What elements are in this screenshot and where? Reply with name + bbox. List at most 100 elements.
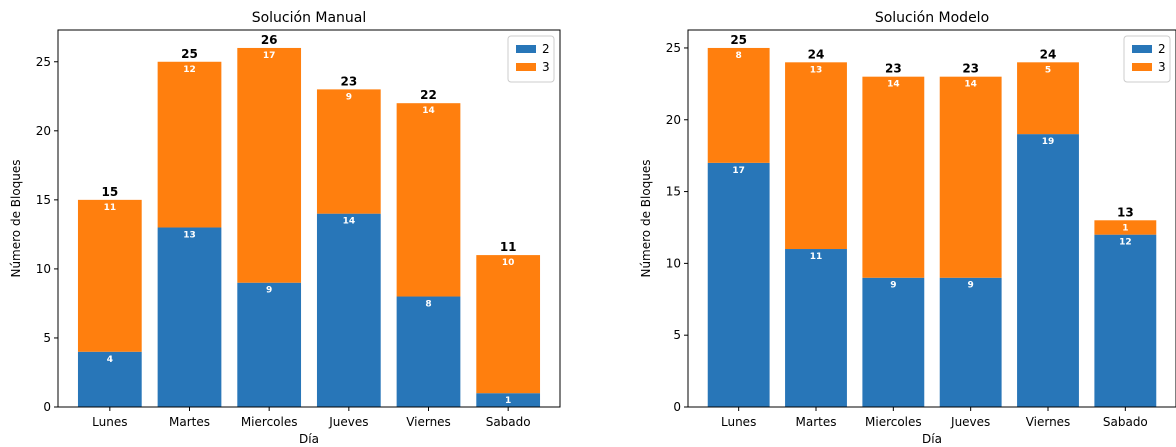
x-tick-label-modelo-jueves: Jueves bbox=[950, 415, 990, 429]
plot-frame-manual bbox=[57, 29, 561, 408]
y-tick-label-manual-0: 0 bbox=[43, 400, 51, 414]
bar-modelo-miercoles-series-3 bbox=[862, 76, 925, 278]
legend-swatch-manual-2 bbox=[516, 45, 536, 53]
legend-swatch-modelo-3 bbox=[1132, 63, 1152, 71]
bar-manual-lunes-series-2 bbox=[77, 351, 142, 407]
segment-label-manual-miercoles-series-2: 9 bbox=[266, 286, 272, 296]
legend-label-manual-3: 3 bbox=[542, 60, 550, 74]
segment-label-manual-sabado-series-2: 1 bbox=[505, 396, 511, 406]
segment-label-modelo-lunes-series-3: 8 bbox=[736, 51, 742, 61]
segment-label-manual-lunes-series-3: 11 bbox=[104, 203, 117, 213]
y-tick-label-modelo-10: 10 bbox=[666, 256, 681, 270]
segment-label-modelo-miercoles-series-3: 14 bbox=[887, 80, 900, 90]
total-label-manual-viernes: 22 bbox=[420, 88, 437, 102]
segment-label-modelo-viernes-series-2: 19 bbox=[1042, 137, 1055, 147]
x-axis-label-manual: Día bbox=[299, 432, 319, 446]
y-axis-label-modelo: Número de Bloques bbox=[639, 159, 653, 277]
chart-manual: 41115Lunes131225Martes91726Miercoles1492… bbox=[9, 10, 561, 446]
bar-manual-lunes-series-3 bbox=[77, 199, 142, 352]
segment-label-modelo-martes-series-3: 13 bbox=[810, 65, 823, 75]
segment-label-modelo-lunes-series-2: 17 bbox=[732, 166, 745, 176]
x-tick-label-manual-sabado: Sabado bbox=[486, 415, 531, 429]
bar-modelo-lunes-series-2 bbox=[707, 162, 770, 407]
bar-modelo-sabado-series-3 bbox=[1094, 220, 1157, 235]
segment-label-manual-jueves-series-2: 14 bbox=[343, 217, 356, 227]
y-tick-label-modelo-20: 20 bbox=[666, 113, 681, 127]
legend-label-modelo-2: 2 bbox=[1158, 42, 1166, 56]
x-tick-label-manual-viernes: Viernes bbox=[406, 415, 451, 429]
bar-manual-viernes-series-3 bbox=[396, 103, 461, 297]
segment-label-modelo-sabado-series-3: 1 bbox=[1122, 223, 1128, 233]
y-tick-label-modelo-0: 0 bbox=[673, 400, 681, 414]
segment-label-modelo-viernes-series-3: 5 bbox=[1045, 65, 1051, 75]
y-tick-label-manual-5: 5 bbox=[43, 331, 51, 345]
total-label-modelo-lunes: 25 bbox=[730, 33, 747, 47]
bar-modelo-jueves-series-2 bbox=[939, 277, 1002, 407]
bar-manual-miercoles-series-2 bbox=[237, 282, 302, 407]
chart-title-manual: Solución Manual bbox=[252, 10, 367, 26]
y-tick-label-manual-25: 25 bbox=[36, 55, 51, 69]
chart-modelo: 17825Lunes111324Martes91423Miercoles9142… bbox=[639, 10, 1176, 446]
segment-label-modelo-miercoles-series-2: 9 bbox=[890, 281, 896, 291]
segment-label-manual-sabado-series-3: 10 bbox=[502, 258, 515, 268]
segment-label-manual-viernes-series-3: 14 bbox=[422, 106, 435, 116]
bar-manual-martes-series-2 bbox=[157, 227, 222, 407]
segment-label-manual-lunes-series-2: 4 bbox=[107, 355, 113, 365]
legend-manual: 23 bbox=[507, 35, 555, 83]
legend-swatch-manual-3 bbox=[516, 63, 536, 71]
bar-manual-miercoles-series-3 bbox=[237, 47, 302, 283]
segment-label-manual-miercoles-series-3: 17 bbox=[263, 51, 276, 61]
legend-label-modelo-3: 3 bbox=[1158, 60, 1166, 74]
total-label-modelo-jueves: 23 bbox=[962, 62, 979, 76]
total-label-manual-miercoles: 26 bbox=[261, 33, 278, 47]
total-label-modelo-martes: 24 bbox=[808, 47, 825, 61]
bar-manual-sabado-series-2 bbox=[476, 393, 541, 407]
total-label-manual-martes: 25 bbox=[181, 47, 198, 61]
bar-modelo-martes-series-3 bbox=[785, 62, 847, 250]
y-tick-label-manual-10: 10 bbox=[36, 262, 51, 276]
bar-manual-jueves-series-2 bbox=[316, 213, 381, 407]
x-tick-label-modelo-lunes: Lunes bbox=[721, 415, 756, 429]
x-tick-label-modelo-viernes: Viernes bbox=[1026, 415, 1071, 429]
segment-label-manual-martes-series-2: 13 bbox=[183, 230, 196, 240]
segment-label-modelo-martes-series-2: 11 bbox=[810, 252, 823, 262]
total-label-manual-sabado: 11 bbox=[500, 240, 517, 254]
x-tick-label-manual-jueves: Jueves bbox=[328, 415, 368, 429]
bar-manual-martes-series-3 bbox=[157, 61, 222, 228]
x-tick-label-manual-miercoles: Miercoles bbox=[241, 415, 298, 429]
x-tick-label-modelo-martes: Martes bbox=[796, 415, 837, 429]
segment-label-modelo-jueves-series-2: 9 bbox=[968, 281, 974, 291]
y-tick-label-manual-15: 15 bbox=[36, 193, 51, 207]
bar-modelo-lunes-series-3 bbox=[707, 47, 770, 163]
x-tick-label-manual-lunes: Lunes bbox=[92, 415, 127, 429]
x-tick-label-manual-martes: Martes bbox=[169, 415, 210, 429]
bar-manual-sabado-series-3 bbox=[476, 255, 541, 394]
y-tick-label-modelo-25: 25 bbox=[666, 41, 681, 55]
y-tick-label-manual-20: 20 bbox=[36, 124, 51, 138]
legend-label-manual-2: 2 bbox=[542, 42, 550, 56]
bar-manual-viernes-series-2 bbox=[396, 296, 461, 407]
bar-modelo-viernes-series-3 bbox=[1017, 62, 1079, 135]
segment-label-manual-martes-series-3: 12 bbox=[183, 65, 196, 75]
bar-modelo-martes-series-2 bbox=[785, 249, 847, 407]
bar-manual-jueves-series-3 bbox=[316, 89, 381, 214]
bar-modelo-miercoles-series-2 bbox=[862, 277, 925, 407]
bar-modelo-sabado-series-2 bbox=[1094, 234, 1157, 407]
total-label-manual-jueves: 23 bbox=[340, 74, 357, 88]
legend-modelo: 23 bbox=[1123, 35, 1171, 83]
x-tick-label-modelo-sabado: Sabado bbox=[1103, 415, 1148, 429]
bar-modelo-viernes-series-2 bbox=[1017, 134, 1079, 407]
x-axis-label-modelo: Día bbox=[922, 432, 942, 446]
total-label-manual-lunes: 15 bbox=[101, 185, 118, 199]
plot-frame-modelo bbox=[687, 29, 1176, 408]
total-label-modelo-miercoles: 23 bbox=[885, 62, 902, 76]
total-label-modelo-viernes: 24 bbox=[1040, 47, 1057, 61]
y-tick-label-modelo-15: 15 bbox=[666, 185, 681, 199]
segment-label-manual-viernes-series-2: 8 bbox=[425, 300, 431, 310]
bar-modelo-jueves-series-3 bbox=[939, 76, 1002, 278]
segment-label-manual-jueves-series-3: 9 bbox=[346, 92, 352, 102]
legend-swatch-modelo-2 bbox=[1132, 45, 1152, 53]
segment-label-modelo-jueves-series-3: 14 bbox=[964, 80, 977, 90]
